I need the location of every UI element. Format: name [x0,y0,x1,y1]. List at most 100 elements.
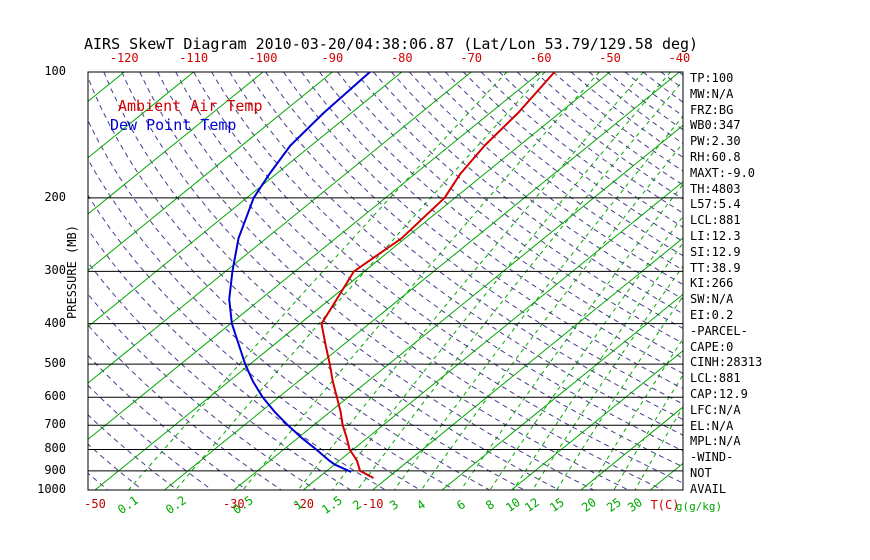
isotherm-line [511,350,683,490]
dry-adiabat-line [552,72,683,172]
mixing-ratio-line [356,79,683,490]
mixing-ratio-line [242,72,600,490]
chart-title: AIRS SkewT Diagram 2010-03-20/04:38:06.8… [84,35,699,53]
stats-line: MPL:N/A [690,434,741,449]
mixing-ratio-line [393,115,683,490]
top-temp-tick: -50 [599,51,621,65]
top-temp-tick: -60 [529,51,552,65]
stats-line: L57:5.4 [690,197,741,212]
dry-adiabat-line [211,72,683,452]
top-temp-tick: -90 [321,51,344,65]
dry-adiabat-line [408,72,683,286]
isotherm-line [580,406,683,490]
dry-adiabat-line [139,72,629,490]
top-temp-tick: -110 [179,51,209,65]
stats-line: LCL:881 [690,371,741,386]
dry-adiabat-line [265,72,683,405]
mixing-ratio-line [556,295,683,490]
stats-line: CAP:12.9 [690,386,748,401]
stats-line: WB0:347 [690,118,741,133]
dry-adiabat-line [88,194,421,490]
top-temp-tick: -80 [390,51,413,65]
pressure-tick: 800 [44,441,66,456]
dry-adiabat-line [157,72,664,490]
stats-line: EI:0.2 [690,307,734,322]
ambient-air-temp-curve [320,72,556,479]
mixing-ratio-line [460,183,683,490]
dry-adiabat-line [88,324,282,490]
dry-adiabat-line [480,72,683,228]
stats-line: LFC:N/A [690,402,741,417]
dry-adiabat-line [498,72,683,214]
stats-line: FRZ:BG [690,102,734,117]
top-temp-tick: -40 [668,51,691,65]
stats-line: CINH:28313 [690,355,763,370]
stats-line: MAXT:-9.0 [690,165,756,180]
stats-line: -PARCEL- [690,323,748,338]
legend-dew-point-temp: Dew Point Temp [110,116,237,134]
isotherm-line [88,72,264,215]
dew-point-curve [228,72,371,473]
stats-line: SW:N/A [690,292,734,307]
bottom-temp-tick: -20 [292,497,315,511]
mixing-ratio-line [297,72,644,490]
dry-adiabat-line [88,354,247,490]
stats-line: LCL:881 [690,213,741,228]
isotherm-line [88,72,194,159]
stats-line: AVAIL [690,481,727,496]
stats-line: KI:266 [690,276,734,291]
dry-adiabat-line [462,72,683,243]
dry-adiabat-line [121,72,594,490]
dry-adiabat-line [88,76,525,490]
dry-adiabat-line [337,72,683,344]
isotherm-line [302,181,683,490]
mixing-ratio-line [420,142,683,490]
isotherm-line [233,124,683,490]
dry-adiabat-line [88,261,351,490]
pressure-tick: 300 [44,263,66,278]
dry-adiabat-line [229,72,683,436]
isotherm-line [372,237,683,490]
pressure-tick: 600 [44,389,66,404]
top-temp-tick: -120 [109,51,139,65]
isotherm-line [94,72,611,490]
bottom-temp-tick: -50 [84,497,106,511]
mixing-ratio-line [512,242,683,490]
background-grid [88,72,683,490]
pressure-tick: 200 [44,189,66,204]
dry-adiabat-line [88,414,178,490]
pressure-tick: 1000 [37,482,66,496]
dry-adiabat-line [391,72,683,300]
dry-adiabat-line [103,72,560,490]
stats-line: TP:100 [690,71,734,85]
isotherm-line [88,72,403,328]
mixing-ratio-line [175,72,546,490]
stats-line: NOT [690,465,712,480]
temp-unit-label: T(C) [650,498,680,512]
mixing-ratio-line [613,374,683,490]
dry-adiabat-line [373,72,683,315]
dry-adiabat-line [444,72,683,257]
top-temp-tick: -70 [460,51,483,65]
mixing-ratio-line [489,215,683,490]
mixing-ratio-line [634,406,683,490]
dry-adiabat-line [355,72,683,330]
pressure-axis-label: PRESSURE (MB) [65,225,79,319]
stats-panel: TP:100 MW:N/A FRZ:BG WB0:347 PW:2.30 RH:60.8 M… [690,71,762,498]
isotherm-line [88,72,472,384]
stats-line: PW:2.30 [690,134,741,149]
stats-line: MW:N/A [690,86,734,101]
bottom-temp-tick: -10 [361,497,384,511]
mixing-ratio-line [331,72,671,490]
isotherm-line [441,293,683,490]
stats-line: TH:4803 [690,181,741,196]
pressure-grid [87,71,684,491]
isotherm-line [88,72,541,440]
mixing-ratio-line [532,265,683,490]
pressure-tick: 700 [44,417,66,432]
dry-adiabat-line [175,72,683,484]
dry-adiabat-line [534,72,683,186]
dry-adiabat-line [301,72,683,374]
stats-line: LI:12.3 [690,228,741,243]
